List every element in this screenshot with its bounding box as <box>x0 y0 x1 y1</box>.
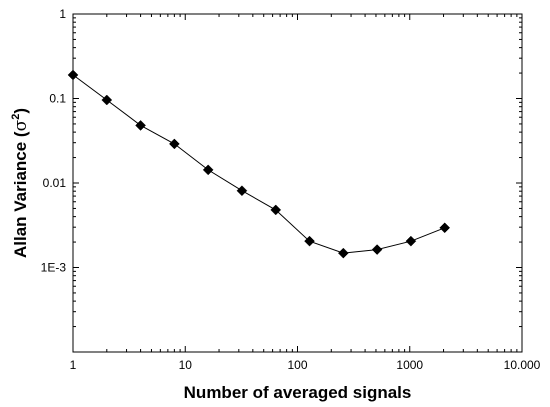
data-point <box>371 244 383 255</box>
y-tick-label: 0.1 <box>49 92 66 106</box>
x-tick-label: 100 <box>287 358 307 372</box>
y-tick-label: 1E-3 <box>41 261 67 275</box>
y-tick-label: 1 <box>59 7 66 21</box>
x-tick-label: 1000 <box>396 358 423 372</box>
data-point <box>236 185 248 197</box>
data-point <box>135 120 146 131</box>
data-point <box>270 204 282 216</box>
data-point <box>202 164 214 176</box>
x-tick-label: 10.000 <box>504 358 541 372</box>
y-axis-title: Allan Variance (σ2) <box>10 108 31 258</box>
y-axis-title-end: ) <box>11 108 30 114</box>
data-point <box>67 69 79 81</box>
data-point <box>405 235 417 247</box>
x-tick-label: 10 <box>179 358 193 372</box>
y-axis-title-main: Allan Variance ( <box>11 131 30 258</box>
data-point <box>337 247 349 259</box>
data-point <box>101 94 113 106</box>
y-axis-title-sigma: σ <box>11 119 31 131</box>
plot-frame <box>72 13 523 353</box>
x-tick-label: 1 <box>70 358 77 372</box>
data-point <box>439 222 451 234</box>
data-point <box>304 235 315 247</box>
y-tick-label: 0.01 <box>43 176 67 190</box>
y-axis-title-exponent: 2 <box>10 114 22 120</box>
data-point <box>169 138 180 150</box>
plot-area: 1 10 100 1000 10.000 1E-3 0.01 0.1 1 <box>41 7 541 372</box>
series-line <box>72 74 445 254</box>
x-axis-title: Number of averaged signals <box>184 383 412 402</box>
